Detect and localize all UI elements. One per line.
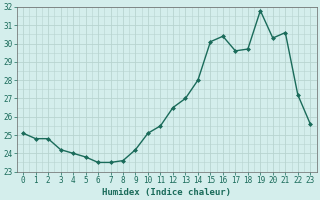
X-axis label: Humidex (Indice chaleur): Humidex (Indice chaleur) (102, 188, 231, 197)
